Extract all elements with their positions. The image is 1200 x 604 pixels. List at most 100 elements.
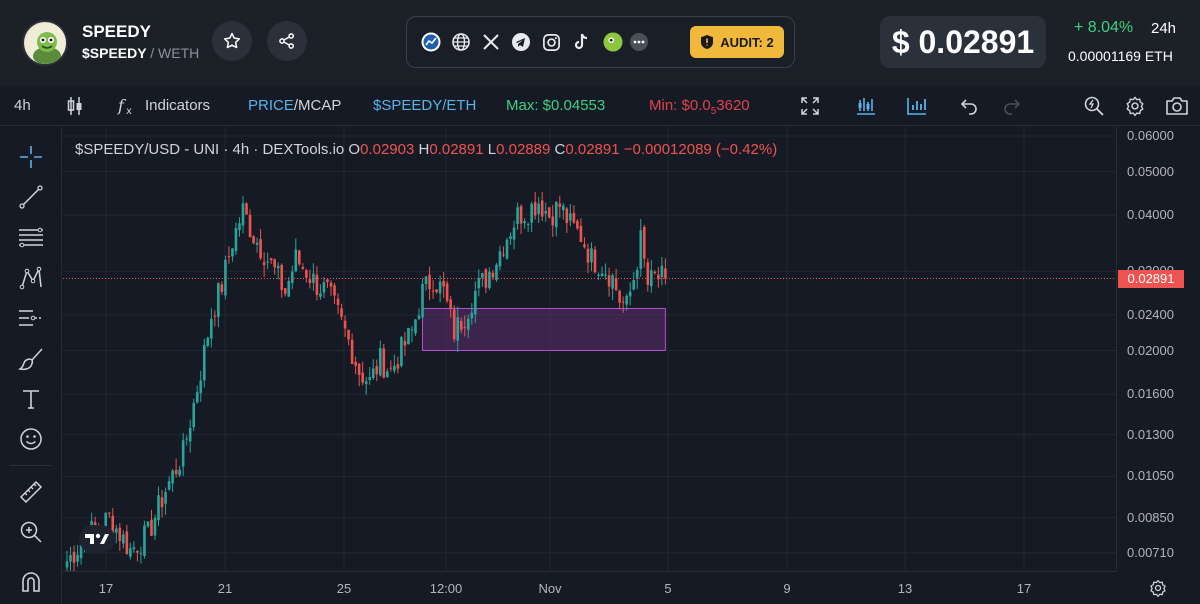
magnet-icon[interactable] — [16, 567, 46, 597]
quick-search-icon[interactable] — [1082, 94, 1106, 118]
favorite-button[interactable] — [212, 21, 252, 61]
price-toggle[interactable]: PRICE — [248, 97, 294, 114]
candle-body — [614, 278, 618, 291]
share-button[interactable] — [267, 21, 307, 61]
candle-body — [136, 550, 139, 553]
candle-body — [333, 285, 336, 296]
candle-body — [523, 221, 526, 224]
tradingview-logo[interactable] — [79, 525, 115, 553]
candle-body — [76, 554, 79, 562]
candle-body — [217, 283, 220, 317]
tiktok-icon[interactable] — [571, 32, 591, 52]
candle-body — [386, 371, 389, 378]
candle-body — [65, 561, 69, 568]
candle-body — [364, 381, 368, 385]
candle-body — [463, 327, 467, 329]
candlestick-chart[interactable] — [63, 127, 1116, 571]
candle-body — [227, 256, 231, 258]
demand-zone — [422, 307, 666, 352]
legend-low-label: L — [487, 141, 497, 158]
mcap-toggle[interactable]: /MCAP — [293, 97, 342, 114]
candle-body — [153, 518, 157, 536]
candle-body — [167, 481, 171, 490]
candle-style-icon[interactable] — [63, 94, 87, 118]
audit-badge[interactable]: AUDIT: 2 — [690, 26, 784, 58]
candle-body — [132, 547, 136, 550]
crosshair-icon[interactable] — [16, 142, 46, 172]
candle-body — [481, 273, 484, 278]
emoji-icon[interactable] — [16, 424, 46, 454]
legend-high-label: H — [418, 141, 430, 158]
indicators-button[interactable]: Indicators — [145, 97, 211, 114]
candle-body — [646, 262, 650, 285]
candle-body — [396, 364, 400, 369]
tools-divider — [10, 465, 52, 466]
globe-icon[interactable] — [451, 32, 471, 52]
candle-body — [498, 251, 502, 267]
svg-text:f: f — [117, 96, 127, 115]
candle-body — [122, 534, 125, 544]
price-axis-label: 0.04000 — [1127, 207, 1174, 223]
candle-body — [625, 295, 628, 305]
price-axis[interactable]: 0.060000.050000.040000.030000.024000.020… — [1116, 127, 1200, 571]
pattern-icon[interactable] — [16, 263, 46, 293]
axis-settings-icon[interactable] — [1146, 576, 1170, 600]
fib-retracement-icon[interactable] — [16, 223, 46, 253]
interval-selector[interactable]: 4h — [14, 97, 31, 114]
candle-body — [657, 274, 660, 280]
volume-icon[interactable] — [905, 94, 929, 118]
candle-body — [298, 250, 301, 265]
candle-body — [234, 228, 238, 252]
redo-icon[interactable] — [1000, 94, 1024, 118]
candle-body — [597, 274, 600, 276]
candle-body — [266, 261, 269, 263]
candle-body — [350, 339, 354, 365]
instagram-icon[interactable] — [541, 32, 561, 52]
candle-body — [424, 276, 428, 284]
camera-icon[interactable] — [1165, 94, 1189, 118]
time-axis-label: 13 — [897, 581, 913, 596]
brush-icon[interactable] — [16, 344, 46, 374]
candle-body — [653, 271, 657, 274]
candle-body — [621, 301, 625, 303]
price-chart[interactable]: $SPEEDY/USD - UNI · 4h · DEXTools.io O0.… — [63, 127, 1116, 571]
candle-body — [389, 367, 393, 369]
settings-icon[interactable] — [1123, 94, 1147, 118]
pair-toggle[interactable]: $SPEEDY/ETH — [373, 97, 477, 114]
time-axis[interactable]: 17 21 25 12:00 Nov 5 9 13 17 — [63, 571, 1116, 604]
dextools-icon[interactable] — [421, 32, 441, 52]
telegram-icon[interactable] — [511, 32, 531, 52]
candle-body — [590, 248, 593, 263]
price-axis-label: 0.05000 — [1127, 163, 1174, 179]
time-axis-label: 21 — [217, 581, 233, 596]
candle-body — [164, 492, 167, 504]
candle-body — [505, 239, 509, 259]
more-icon[interactable] — [629, 32, 649, 52]
trades-icon[interactable] — [854, 94, 878, 118]
token-avatar — [22, 20, 68, 66]
undo-icon[interactable] — [957, 94, 981, 118]
trend-line-icon[interactable] — [16, 182, 46, 212]
coingecko-icon[interactable] — [603, 32, 623, 52]
candle-body — [551, 216, 555, 226]
candle-body — [213, 315, 217, 317]
candle-body — [403, 340, 407, 346]
min-price-tail: 3620 — [716, 97, 750, 114]
price-mcap-toggle[interactable]: PRICE/MCAP — [248, 97, 341, 114]
fullscreen-icon[interactable] — [798, 94, 822, 118]
candle-body — [245, 203, 248, 215]
candle-body — [287, 280, 291, 297]
price-axis-label: 0.02400 — [1127, 306, 1174, 322]
ruler-icon[interactable] — [16, 477, 46, 507]
forecast-icon[interactable] — [16, 303, 46, 333]
text-tool-icon[interactable] — [16, 384, 46, 414]
candle-body — [607, 275, 611, 287]
x-icon[interactable] — [481, 32, 501, 52]
zoom-in-icon[interactable] — [16, 517, 46, 547]
legend-symbol: $SPEEDY/USD - UNI · 4h · DEXTools.io — [75, 141, 345, 158]
candle-body — [241, 203, 245, 226]
candle-body — [69, 555, 72, 562]
candle-body — [210, 319, 213, 339]
candle-body — [611, 275, 614, 289]
